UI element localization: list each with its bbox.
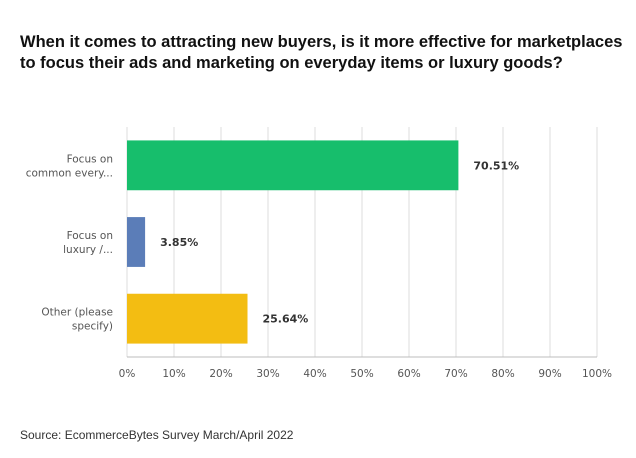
category-label: luxury /... [63, 244, 113, 256]
x-tick-label: 100% [582, 368, 612, 380]
category-label: Focus on [67, 153, 113, 165]
bar [127, 217, 146, 267]
source-note: Source: EcommerceBytes Survey March/Apri… [20, 428, 294, 442]
labels: 0% 10% 20% 30% 40% 50% 60% 70% 80% 90% 100% 70.51% F… [26, 153, 612, 380]
category-label: Other (please [41, 307, 113, 319]
x-tick-label: 20% [209, 368, 232, 380]
x-tick-label: 50% [350, 368, 373, 380]
category-label: common every... [26, 167, 113, 179]
category-label: specify) [72, 321, 113, 333]
x-tick-label: 80% [491, 368, 514, 380]
x-tick-label: 30% [256, 368, 279, 380]
x-tick-label: 40% [303, 368, 326, 380]
x-tick-label: 60% [397, 368, 420, 380]
category-label: Focus on [67, 230, 113, 242]
x-tick-label: 90% [538, 368, 561, 380]
bar [127, 293, 248, 344]
x-tick-label: 0% [119, 368, 136, 380]
x-tick-label: 70% [444, 368, 467, 380]
bar [127, 140, 459, 191]
x-tick-label: 10% [162, 368, 185, 380]
bars [127, 140, 459, 344]
data-label: 25.64% [263, 313, 309, 326]
chart-title: When it comes to attracting new buyers, … [20, 33, 623, 72]
data-label: 70.51% [473, 159, 519, 172]
data-label: 3.85% [160, 236, 198, 249]
